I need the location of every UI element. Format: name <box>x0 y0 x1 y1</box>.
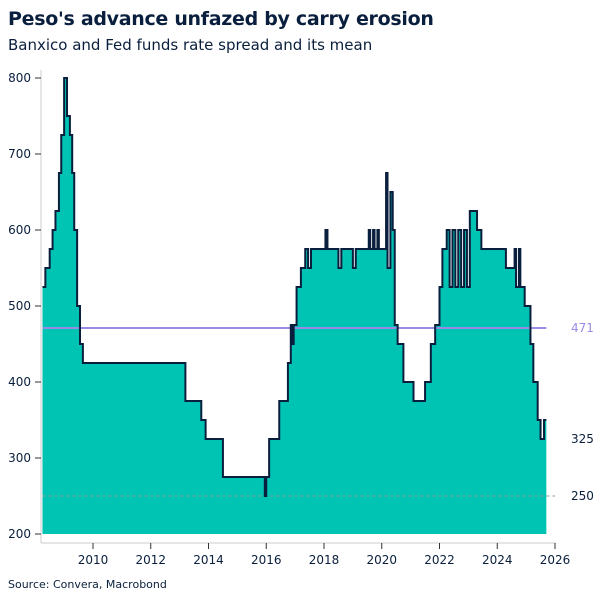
reference-label: 250 <box>571 489 594 503</box>
x-tick-label: 2014 <box>193 553 224 567</box>
y-tick-label: 600 <box>8 223 31 237</box>
chart-title: Peso's advance unfazed by carry erosion <box>8 8 434 30</box>
y-tick-label: 800 <box>8 71 31 85</box>
area-fill <box>42 78 547 534</box>
mean-label: 471 <box>571 321 594 335</box>
x-tick-label: 2022 <box>424 553 455 567</box>
last-value-label: 325 <box>571 432 594 446</box>
x-tick-label: 2018 <box>309 553 340 567</box>
y-tick-label: 300 <box>8 451 31 465</box>
series-line <box>42 77 547 497</box>
y-tick-label: 700 <box>8 147 31 161</box>
x-tick-label: 2026 <box>540 553 571 567</box>
y-tick-label: 200 <box>8 527 31 541</box>
x-tick-label: 2016 <box>251 553 282 567</box>
y-tick-label: 500 <box>8 299 31 313</box>
y-tick-label: 400 <box>8 375 31 389</box>
x-tick-label: 2012 <box>135 553 166 567</box>
x-tick-label: 2020 <box>366 553 397 567</box>
chart-subtitle: Banxico and Fed funds rate spread and it… <box>8 36 373 54</box>
x-tick-label: 2010 <box>78 553 109 567</box>
x-tick-label: 2024 <box>482 553 513 567</box>
source-note: Source: Convera, Macrobond <box>8 578 167 591</box>
